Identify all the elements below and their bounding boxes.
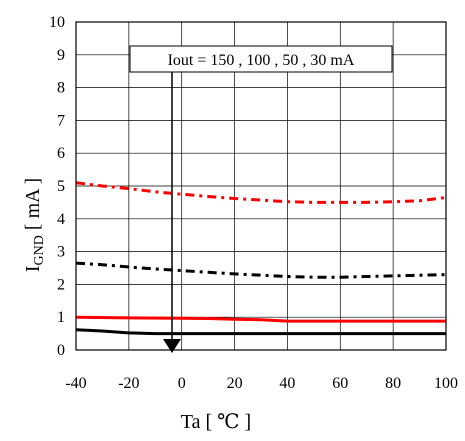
x-tick-label: 60 [332,375,348,392]
y-tick-label: 5 [57,178,65,195]
y-tick-label: 2 [57,276,65,293]
series-line-3 [75,315,446,323]
y-tick-label: 3 [57,244,65,261]
x-tick-label: 0 [178,375,186,392]
y-tick-label: 0 [57,342,65,359]
y-tick-label: 9 [57,47,65,64]
annotation-text: Iout = 150 , 100 , 50 , 30 mA [168,52,355,69]
x-tick-label: 80 [385,375,401,392]
plot-frame [75,21,447,351]
x-tick-label: -20 [118,375,139,392]
y-axis-title-unit: [ mA ] [22,178,44,235]
series-line-1 [75,181,447,204]
x-tick-label: 40 [279,375,295,392]
y-tick-label: 1 [57,309,65,326]
y-axis-title: IGND [ mA ] [22,178,47,272]
y-tick-label: 6 [57,145,65,162]
x-axis-title: Ta [ ℃ ] [181,411,251,433]
x-tick-label: -40 [65,375,86,392]
y-axis-title-sub: GND [32,235,47,265]
annotation-arrowhead [163,339,181,353]
series-layer [75,181,447,336]
y-tick-label: 10 [49,14,65,31]
y-tick-label: 7 [57,112,65,129]
y-tick-label: 8 [57,80,65,97]
annotation-box [129,45,393,73]
series-line-2 [75,261,447,279]
x-tick-label: 20 [227,375,243,392]
y-axis-title-main: I [22,265,44,272]
tick-labels: -40 -20 0 20 40 60 80 100 0 1 2 3 4 5 6 7 8 9 10 [49,14,458,392]
series-line-4 [75,328,446,336]
y-tick-label: 4 [57,211,65,228]
x-tick-label: 100 [434,375,458,392]
